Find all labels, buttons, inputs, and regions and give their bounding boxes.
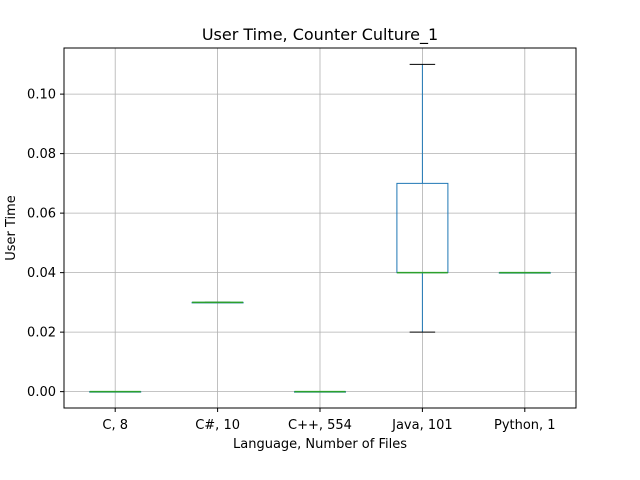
x-tick-label: Java, 101 (391, 418, 453, 433)
x-axis: C, 8 C#, 10 C++, 554 Java, 101 Python, 1 (102, 408, 556, 433)
grid-lines (64, 48, 576, 408)
y-axis: 0.00 0.02 0.04 0.06 0.08 0.10 (27, 88, 64, 400)
y-tick-label: 0.06 (27, 207, 56, 222)
y-tick-label: 0.04 (27, 266, 56, 281)
y-axis-label: User Time (4, 195, 19, 261)
x-tick-label: C#, 10 (195, 418, 240, 433)
y-tick-label: 0.02 (27, 326, 56, 341)
x-tick-label: C++, 554 (288, 418, 352, 433)
y-tick-label: 0.10 (27, 88, 56, 103)
x-tick-label: Python, 1 (494, 418, 556, 433)
box-4 (498, 271, 551, 274)
box-3 (396, 63, 449, 333)
box-1 (191, 301, 244, 304)
box-plot-series (89, 63, 551, 393)
x-tick-label: C, 8 (102, 418, 128, 433)
y-tick-label: 0.08 (27, 147, 56, 162)
chart-title: User Time, Counter Culture_1 (202, 25, 438, 45)
box-0 (89, 390, 142, 393)
x-axis-label: Language, Number of Files (233, 437, 407, 452)
box-2 (294, 390, 346, 393)
y-tick-label: 0.00 (27, 385, 56, 400)
